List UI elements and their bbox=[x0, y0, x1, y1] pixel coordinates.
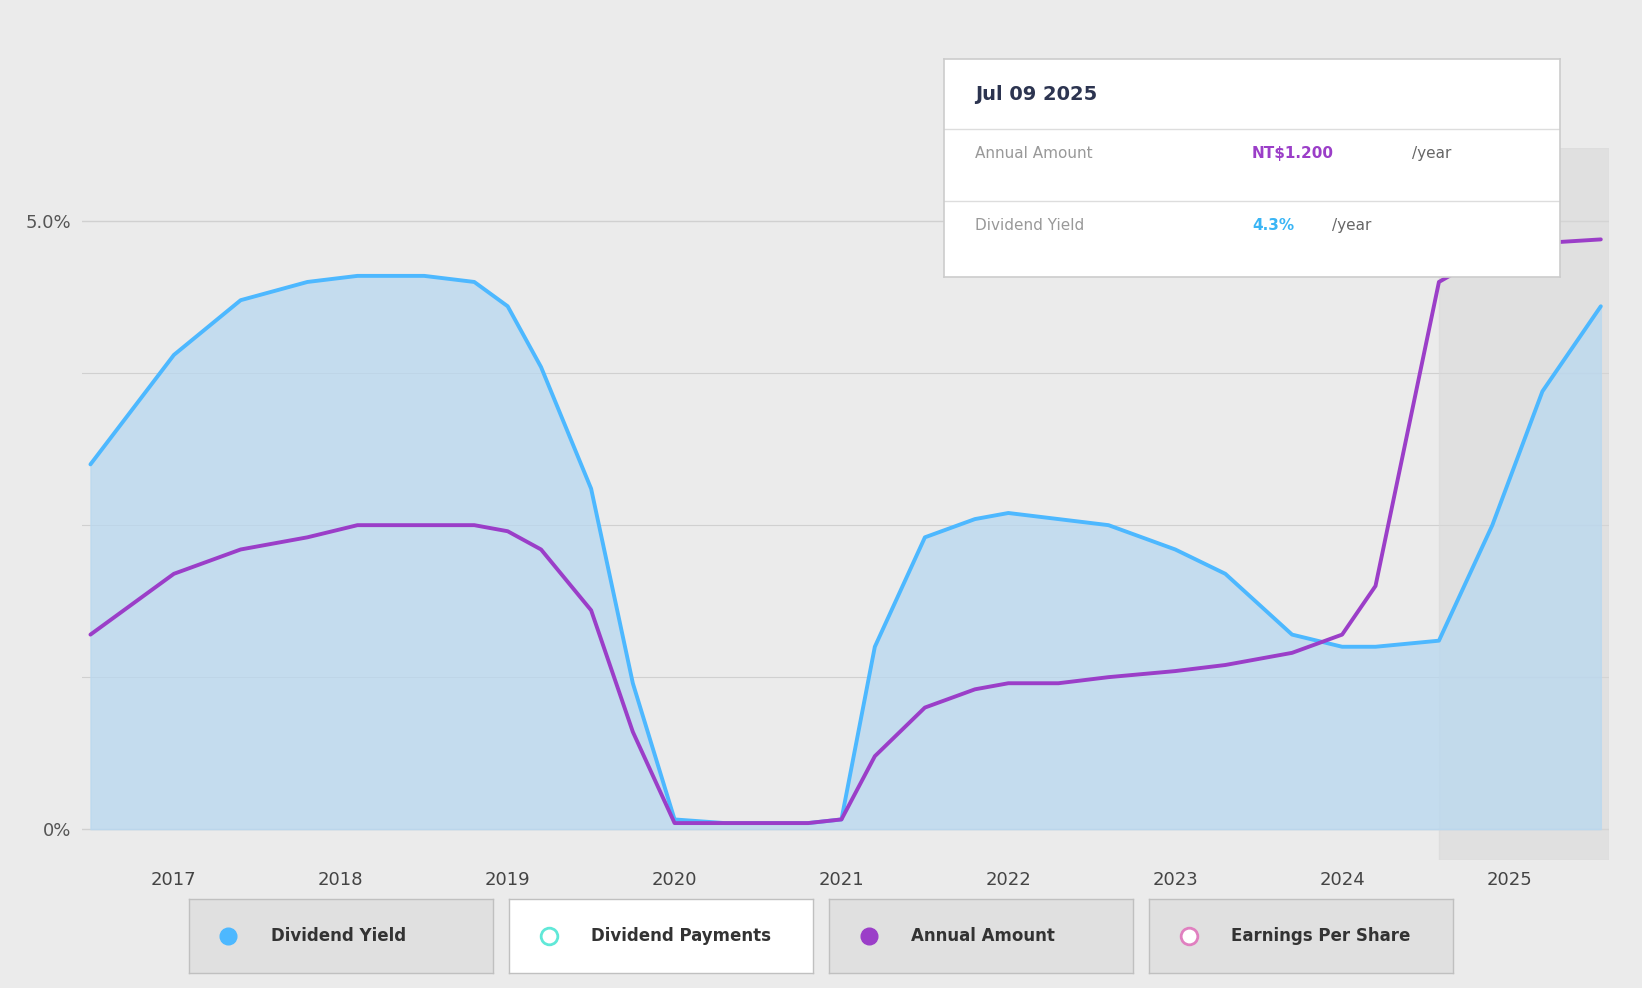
Text: Dividend Yield: Dividend Yield bbox=[271, 927, 406, 946]
Text: Annual Amount: Annual Amount bbox=[975, 146, 1092, 161]
Bar bbox=[1438, 148, 1609, 860]
Text: Jul 09 2025: Jul 09 2025 bbox=[975, 85, 1097, 105]
Text: NT$1.200: NT$1.200 bbox=[1253, 146, 1333, 161]
Text: /year: /year bbox=[1332, 218, 1371, 233]
Text: Earnings Per Share: Earnings Per Share bbox=[1232, 927, 1410, 946]
Text: /year: /year bbox=[1412, 146, 1452, 161]
Text: Past: Past bbox=[1447, 255, 1484, 274]
Text: Annual Amount: Annual Amount bbox=[911, 927, 1056, 946]
Text: Dividend Yield: Dividend Yield bbox=[975, 218, 1084, 233]
Text: Dividend Payments: Dividend Payments bbox=[591, 927, 772, 946]
Text: 4.3%: 4.3% bbox=[1253, 218, 1294, 233]
